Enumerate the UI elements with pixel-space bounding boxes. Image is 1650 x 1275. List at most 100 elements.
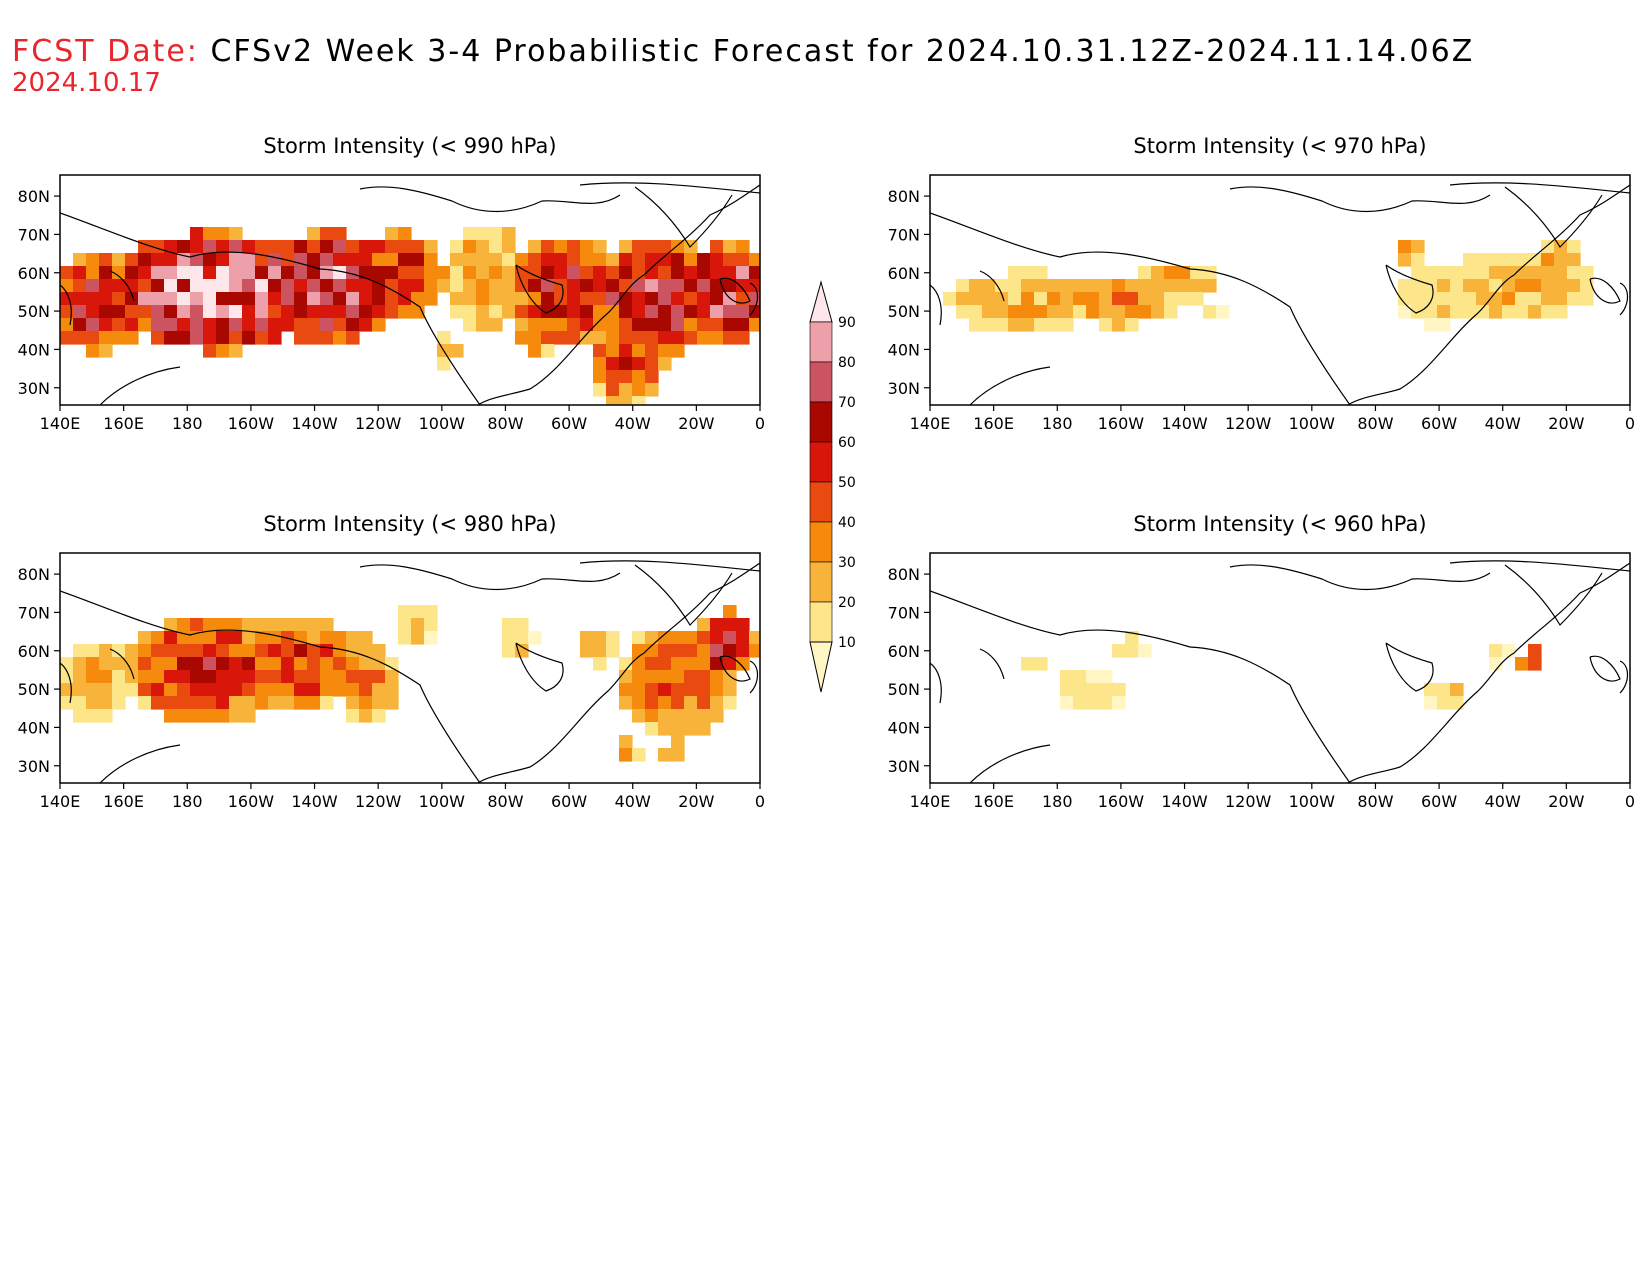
probability-cell — [255, 683, 269, 697]
probability-cell — [515, 266, 529, 280]
probability-cell — [268, 644, 282, 658]
probability-cell — [632, 305, 646, 319]
probability-cell — [1086, 279, 1100, 293]
probability-cell — [333, 683, 347, 697]
probability-cell — [671, 735, 685, 749]
probability-cell — [1476, 266, 1490, 280]
probability-cell — [151, 305, 165, 319]
probability-cell — [125, 266, 139, 280]
probability-cell — [723, 266, 737, 280]
probability-cell — [99, 279, 113, 293]
panel-title: Storm Intensity (< 960 hPa) — [1133, 512, 1426, 536]
probability-cell — [502, 631, 516, 645]
probability-cell — [346, 305, 360, 319]
probability-cell — [86, 709, 100, 723]
lat-tick-label: 70N — [18, 225, 50, 244]
probability-cell — [203, 331, 217, 345]
probability-cell — [255, 657, 269, 671]
probability-cell — [1151, 279, 1165, 293]
coastline — [719, 277, 751, 304]
probability-cell — [1086, 696, 1100, 710]
probability-cell — [346, 670, 360, 684]
probability-cell — [476, 253, 490, 267]
probability-cell — [294, 331, 308, 345]
probability-cell — [632, 344, 646, 358]
probability-cell — [606, 631, 620, 645]
probability-cell — [723, 240, 737, 254]
probability-cell — [632, 240, 646, 254]
probability-cell — [632, 670, 646, 684]
lon-tick-label: 60W — [551, 414, 587, 433]
probability-cell — [943, 292, 957, 306]
panel-title: Storm Intensity (< 970 hPa) — [1133, 134, 1426, 158]
probability-cell — [593, 305, 607, 319]
lon-tick-label: 40W — [615, 792, 651, 811]
probability-cell — [1177, 292, 1191, 306]
lon-tick-label: 80W — [487, 792, 523, 811]
probability-cell — [359, 279, 373, 293]
probability-cell — [1424, 305, 1438, 319]
probability-cell — [177, 683, 191, 697]
probability-cell — [697, 253, 711, 267]
probability-cell — [177, 670, 191, 684]
lat-tick-label: 70N — [18, 603, 50, 622]
probability-cell — [424, 292, 438, 306]
probability-cell — [632, 696, 646, 710]
probability-cell — [1489, 253, 1503, 267]
probability-cell — [437, 331, 451, 345]
probability-cell — [242, 253, 256, 267]
colorbar-label: 30 — [838, 555, 856, 571]
probability-cell — [190, 266, 204, 280]
probability-cell — [632, 396, 646, 405]
probability-cell — [255, 318, 269, 332]
probability-cell — [619, 305, 633, 319]
probability-cell — [749, 631, 760, 645]
probability-cell — [982, 318, 996, 332]
probability-cell — [684, 305, 698, 319]
probability-cell — [242, 618, 256, 632]
probability-cell — [203, 657, 217, 671]
coastline — [109, 648, 135, 680]
probability-cell — [541, 344, 555, 358]
probability-cell — [463, 266, 477, 280]
probability-cell — [177, 709, 191, 723]
probability-cell — [515, 644, 529, 658]
probability-cell — [411, 279, 425, 293]
probability-cell — [359, 292, 373, 306]
probability-field — [60, 605, 760, 762]
probability-cell — [684, 670, 698, 684]
panel-title: Storm Intensity (< 990 hPa) — [263, 134, 556, 158]
probability-cell — [1528, 305, 1542, 319]
probability-cell — [1567, 279, 1581, 293]
probability-cell — [580, 253, 594, 267]
probability-cell — [99, 253, 113, 267]
coastlines — [60, 182, 760, 405]
probability-cell — [580, 318, 594, 332]
probability-cell — [1203, 279, 1217, 293]
probability-cell — [1437, 683, 1451, 697]
probability-cell — [372, 644, 386, 658]
probability-cell — [346, 266, 360, 280]
probability-cell — [424, 618, 438, 632]
probability-cell — [333, 318, 347, 332]
probability-cell — [632, 657, 646, 671]
coastline — [930, 212, 1351, 405]
probability-cell — [697, 644, 711, 658]
probability-cell — [151, 670, 165, 684]
probability-cell — [541, 253, 555, 267]
lon-tick-label: 60W — [551, 792, 587, 811]
probability-cell — [658, 240, 672, 254]
coastline — [979, 270, 1005, 302]
probability-cell — [463, 292, 477, 306]
probability-cell — [203, 279, 217, 293]
probability-cell — [164, 331, 178, 345]
probability-cell — [723, 618, 737, 632]
coastline — [359, 564, 621, 591]
probability-cell — [112, 279, 126, 293]
probability-cell — [203, 305, 217, 319]
probability-cell — [645, 709, 659, 723]
probability-cell — [619, 748, 633, 762]
probability-cell — [294, 266, 308, 280]
probability-cell — [671, 279, 685, 293]
